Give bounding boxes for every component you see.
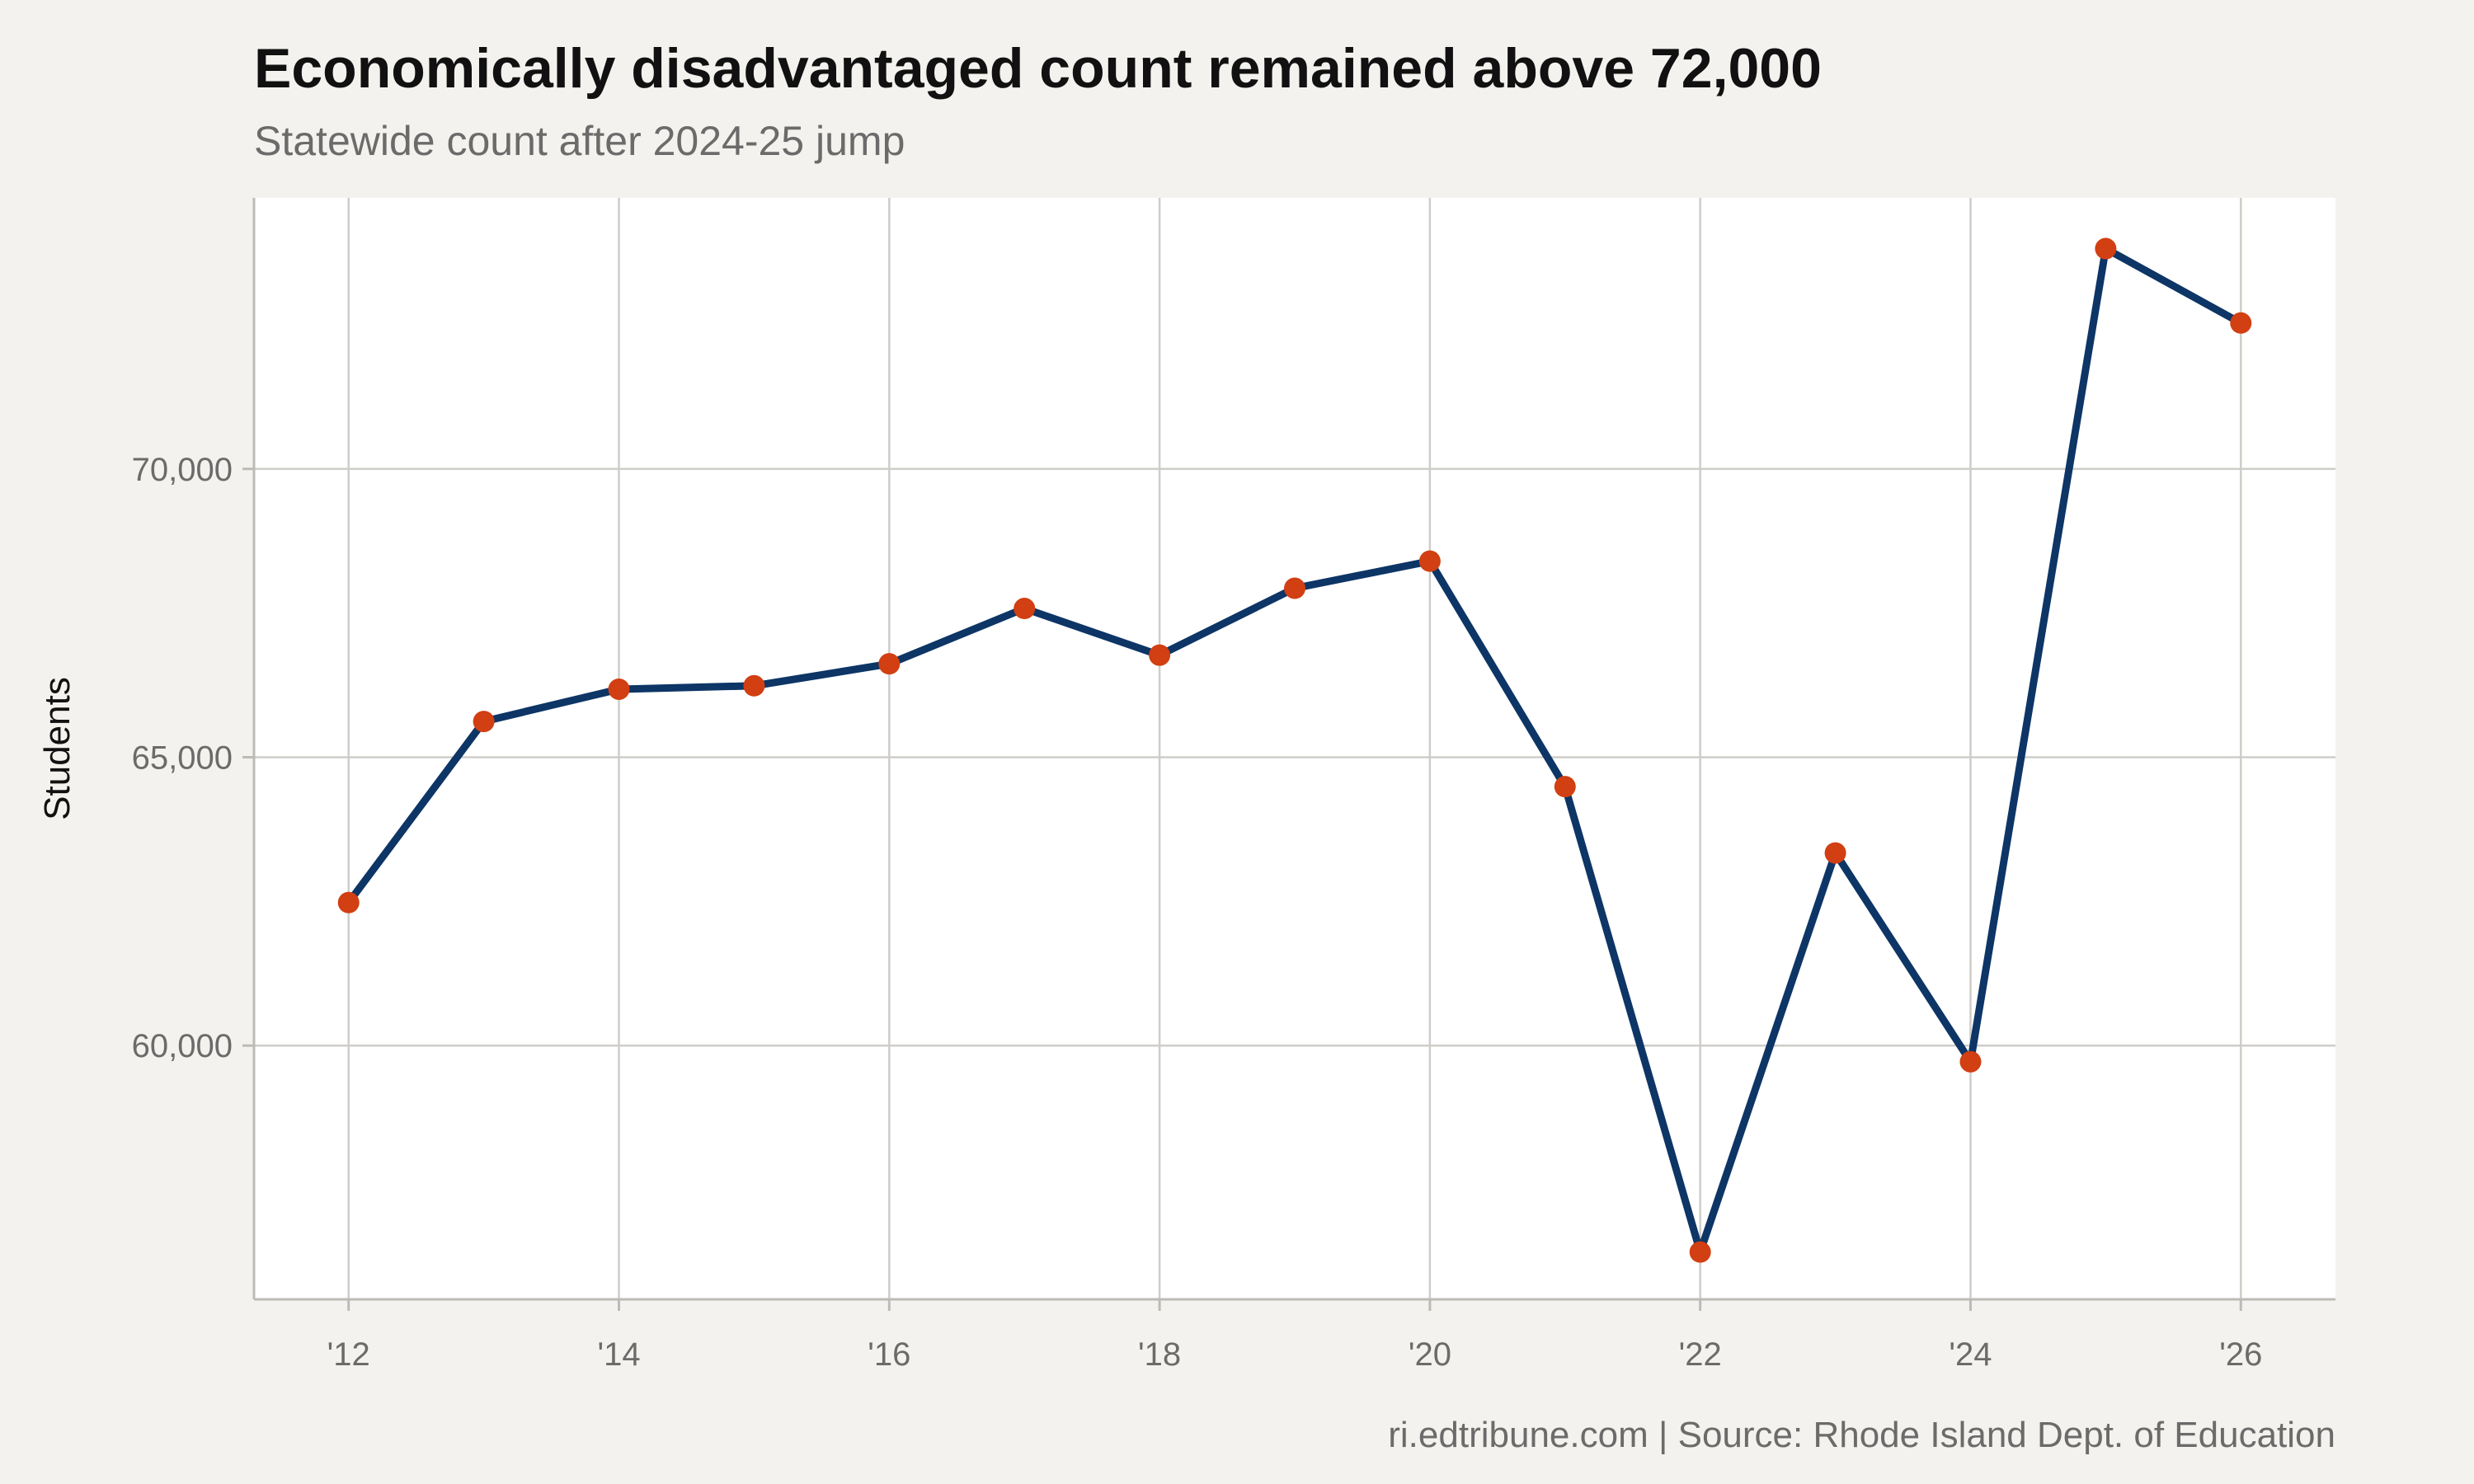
data-point [743, 674, 765, 697]
y-axis-title: Students [37, 677, 78, 820]
data-point [473, 711, 495, 733]
chart-subtitle: Statewide count after 2024-25 jump [254, 118, 905, 164]
data-point [1284, 577, 1305, 599]
data-point [878, 653, 901, 675]
data-point [1959, 1050, 1982, 1073]
x-tick-label: '16 [868, 1336, 910, 1373]
data-point [608, 678, 630, 700]
plot-background [254, 198, 2335, 1299]
x-tick-label: '20 [1409, 1336, 1451, 1373]
data-point [1418, 550, 1441, 572]
x-tick-label: '18 [1138, 1336, 1181, 1373]
y-tick-label: 60,000 [132, 1028, 233, 1064]
data-point [2230, 312, 2252, 334]
x-tick-label: '26 [2219, 1336, 2262, 1373]
x-tick-label: '22 [1679, 1336, 1722, 1373]
data-point [2095, 237, 2117, 260]
data-point [1689, 1241, 1711, 1263]
data-point [1149, 644, 1171, 666]
chart-title: Economically disadvantaged count remaine… [254, 37, 1822, 100]
y-tick-label: 65,000 [132, 740, 233, 776]
x-tick-label: '14 [597, 1336, 640, 1373]
x-tick-label: '24 [1949, 1336, 1992, 1373]
data-point [1824, 842, 1846, 864]
data-point [1014, 598, 1036, 620]
y-tick-label: 70,000 [132, 452, 233, 488]
source-caption: ri.edtribune.com | Source: Rhode Island … [1388, 1415, 2335, 1455]
data-point [1554, 776, 1576, 798]
data-point [337, 891, 360, 913]
x-tick-label: '12 [327, 1336, 370, 1373]
